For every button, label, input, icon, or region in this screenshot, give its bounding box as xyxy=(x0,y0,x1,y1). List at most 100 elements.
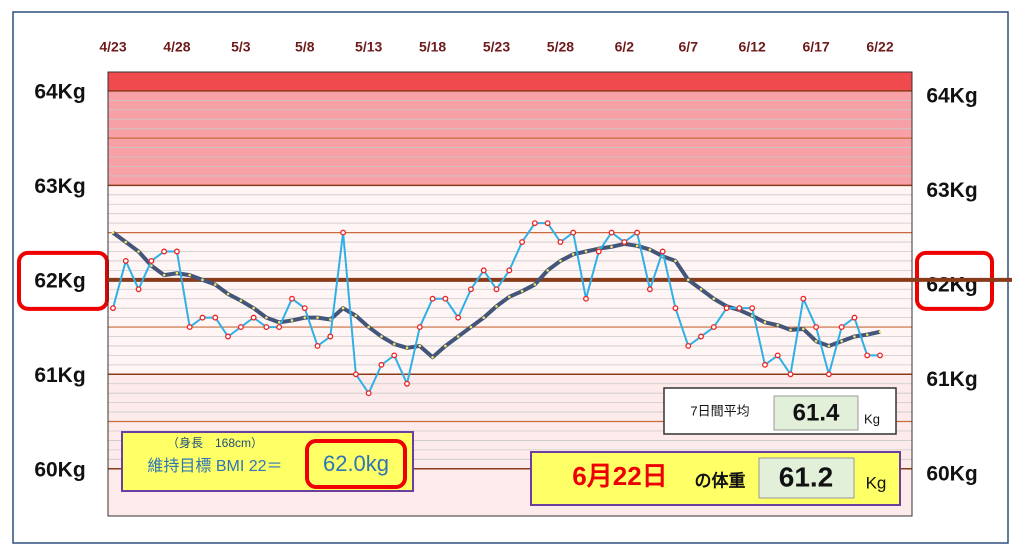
avg-point xyxy=(290,319,294,322)
weight-point xyxy=(237,324,244,331)
avg-point xyxy=(175,271,179,275)
weight-point xyxy=(877,352,883,359)
weight-point xyxy=(391,352,398,359)
avg-point xyxy=(277,321,281,324)
weight-point xyxy=(787,371,794,378)
y-tick-label: 64Kg xyxy=(34,80,85,103)
weight-point xyxy=(250,314,257,321)
avg-point xyxy=(303,316,307,319)
avg-point xyxy=(878,330,882,334)
x-tick-label: 5/23 xyxy=(483,39,510,55)
avg-point xyxy=(329,318,332,321)
avg-point xyxy=(469,325,473,329)
avg-point xyxy=(213,283,217,286)
avg-point xyxy=(712,297,716,301)
weight-point xyxy=(378,361,385,368)
avg-point xyxy=(763,321,767,324)
weight-point xyxy=(646,286,653,293)
avg-point xyxy=(840,339,843,343)
weight-point xyxy=(838,324,845,331)
y-tick-label: 60Kg xyxy=(34,458,85,481)
danger-zone xyxy=(108,72,912,91)
avg-label: 7日間平均 xyxy=(690,403,749,418)
y-tick-label: 62Kg xyxy=(34,269,85,292)
weight-point xyxy=(225,333,231,340)
avg-point xyxy=(686,278,690,282)
plot-border xyxy=(107,71,913,517)
avg-point xyxy=(648,248,652,251)
weight-date: 6月22日 xyxy=(572,461,667,491)
avg-point xyxy=(546,269,549,272)
weight-point xyxy=(608,229,615,236)
avg-unit: Kg xyxy=(864,411,880,426)
weight-point xyxy=(595,248,602,255)
avg-value-box xyxy=(773,395,859,431)
x-tick-label: 4/23 xyxy=(99,39,126,55)
weight-point xyxy=(173,248,180,255)
avg-point xyxy=(226,292,230,296)
y2-tick-label: 64Kg xyxy=(926,84,977,107)
weight-point xyxy=(135,286,142,293)
weight-point xyxy=(570,229,577,236)
weight-point xyxy=(110,305,116,312)
height-text: （身長 168cm） xyxy=(167,435,263,450)
weight-point xyxy=(442,295,449,302)
weight-point xyxy=(557,239,564,245)
avg-point xyxy=(380,335,383,338)
x-tick-label: 6/17 xyxy=(802,39,829,55)
avg-point xyxy=(456,335,460,338)
weight-point xyxy=(186,324,193,331)
weight-point xyxy=(148,257,155,264)
avg-point xyxy=(865,333,869,336)
avg-point xyxy=(507,295,511,299)
target-highlight xyxy=(305,439,407,489)
weight-point xyxy=(122,257,129,264)
weight-point xyxy=(621,239,628,245)
avg-point xyxy=(239,299,243,302)
tick-highlight xyxy=(17,250,109,311)
weight-point xyxy=(161,248,168,255)
info-boxes: （身長 168cm） 維持目標 BMI 22＝ 62.0kg 7日間平均 61.… xyxy=(121,387,901,506)
avg-point xyxy=(137,250,140,253)
weight-point xyxy=(672,305,679,312)
avg-point xyxy=(571,253,575,256)
avg-point xyxy=(124,240,128,244)
weight-value-box xyxy=(758,457,855,499)
y2-tick-label: 60Kg xyxy=(926,462,977,485)
weight-point xyxy=(762,361,768,368)
bmi-box xyxy=(121,431,414,492)
weight-point xyxy=(340,229,347,236)
avg-point xyxy=(584,250,588,253)
avg-point xyxy=(265,316,268,319)
y2-tick-label: 63Kg xyxy=(926,179,977,202)
avg-point xyxy=(814,339,818,343)
y2-tick-label: 62Kg xyxy=(926,273,977,296)
weight-point xyxy=(480,267,487,274)
weight-point xyxy=(685,343,692,349)
weight-point xyxy=(774,352,781,359)
weight-point xyxy=(429,295,436,302)
avg-point xyxy=(827,344,831,348)
y-tick-label: 61Kg xyxy=(34,364,85,387)
y-tick-label: 63Kg xyxy=(34,175,85,198)
weight-value: 61.2 xyxy=(779,461,834,492)
weight-point xyxy=(698,333,704,340)
weight-point xyxy=(301,305,308,312)
weight-point xyxy=(199,314,206,321)
avg-point xyxy=(674,259,677,263)
avg-point xyxy=(559,259,562,263)
weight-point xyxy=(506,267,513,274)
avg-point xyxy=(188,273,191,277)
avg-point xyxy=(316,316,319,319)
weight-point xyxy=(404,380,410,387)
avg-point xyxy=(201,278,204,282)
weight-point xyxy=(710,324,717,331)
x-tick-label: 5/28 xyxy=(547,39,574,55)
avg-point xyxy=(392,342,396,346)
weight-point xyxy=(736,305,743,312)
weight-point xyxy=(749,305,756,312)
avg-value: 61.4 xyxy=(793,399,840,426)
avg-point xyxy=(367,325,370,329)
weight-point xyxy=(825,371,832,378)
